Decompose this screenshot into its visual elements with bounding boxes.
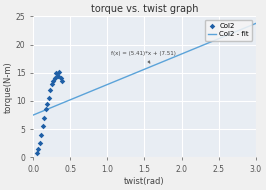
Col2 - fit bbox=[32, 114, 35, 116]
Col2 bbox=[53, 77, 57, 80]
Col2 - fit bbox=[258, 21, 261, 23]
Col2 bbox=[47, 97, 51, 100]
Col2 bbox=[38, 142, 42, 145]
Col2 bbox=[57, 70, 61, 73]
Col2 bbox=[36, 147, 40, 150]
Legend: Col2, Col2 - fit: Col2, Col2 - fit bbox=[205, 20, 252, 41]
Col2 - fit bbox=[165, 59, 169, 61]
Col2 - fit bbox=[222, 35, 226, 38]
Col2 bbox=[59, 77, 63, 80]
Col2 bbox=[44, 108, 48, 111]
Col2 bbox=[41, 125, 45, 128]
Col2 bbox=[60, 80, 64, 83]
Col2 - fit bbox=[166, 59, 169, 61]
Col2 bbox=[39, 133, 44, 136]
Y-axis label: torque(N-m): torque(N-m) bbox=[4, 61, 13, 113]
Col2 bbox=[42, 116, 47, 120]
Line: Col2 - fit: Col2 - fit bbox=[33, 22, 259, 115]
Col2 - fit bbox=[170, 57, 173, 59]
Col2 - fit bbox=[32, 114, 36, 116]
Col2 bbox=[51, 80, 55, 83]
Text: f(x) = (5.41)*x + (7.51): f(x) = (5.41)*x + (7.51) bbox=[111, 51, 176, 63]
Col2 bbox=[50, 82, 54, 86]
Col2 bbox=[45, 102, 49, 105]
Col2 - fit bbox=[237, 29, 240, 32]
Col2 bbox=[35, 151, 39, 154]
Col2 bbox=[48, 88, 52, 91]
Title: torque vs. twist graph: torque vs. twist graph bbox=[91, 4, 198, 14]
X-axis label: twist(rad): twist(rad) bbox=[124, 177, 165, 186]
Col2 bbox=[54, 71, 58, 74]
Col2 bbox=[56, 74, 60, 77]
